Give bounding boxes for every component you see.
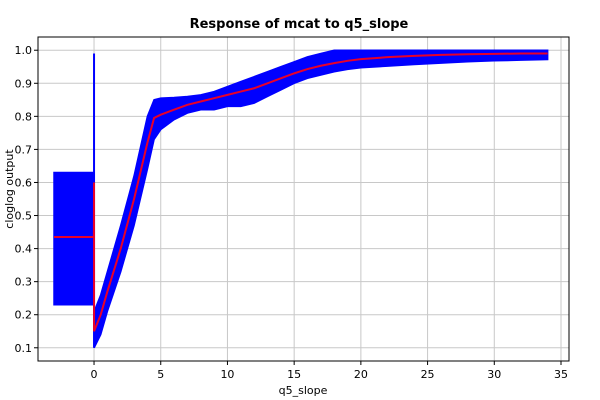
- data-layer: [53, 49, 549, 349]
- plot-area: [37, 36, 570, 362]
- y-tick-label: 1.0: [15, 44, 33, 57]
- x-tick-label: 25: [421, 368, 435, 381]
- plot-border: [37, 36, 570, 362]
- x-tick-label: 5: [157, 368, 164, 381]
- y-tick-label: 0.6: [15, 176, 33, 189]
- x-axis-label: q5_slope: [279, 384, 328, 397]
- y-tick-label: 0.8: [15, 110, 33, 123]
- x-tick-label: 30: [487, 368, 501, 381]
- y-tick-label: 0.2: [15, 309, 33, 322]
- y-tick-label: 0.9: [15, 77, 33, 90]
- y-tick-label: 0.5: [15, 210, 33, 223]
- y-tick-label: 0.7: [15, 143, 33, 156]
- y-tick-label: 0.4: [15, 243, 33, 256]
- chart-title: Response of mcat to q5_slope: [190, 17, 409, 32]
- confidence-band-0: [53, 171, 95, 306]
- x-tick-label: 0: [91, 368, 98, 381]
- x-tick-label: 15: [287, 368, 301, 381]
- x-tick-label: 10: [220, 368, 234, 381]
- y-tick-label: 0.1: [15, 342, 33, 355]
- x-tick-label: 20: [354, 368, 368, 381]
- ticks: 0 5 10 15 20 25 30 35 0.1 0.2 0.3 0.4 0.5 0.6 0.7 0.8 0.…: [15, 44, 568, 381]
- confidence-band-2: [93, 49, 549, 349]
- mean-response-line: [54, 52, 548, 332]
- y-tick-label: 0.3: [15, 276, 33, 289]
- y-axis-label: cloglog output: [3, 149, 16, 229]
- x-tick-label: 35: [554, 368, 568, 381]
